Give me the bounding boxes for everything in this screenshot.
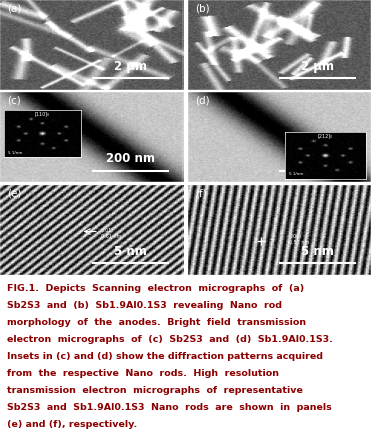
Text: 2 μm: 2 μm: [301, 60, 334, 73]
Text: Sb2S3  and  (b)  Sb1.9Al0.1S3  revealing  Nano  rod: Sb2S3 and (b) Sb1.9Al0.1S3 revealing Nan…: [7, 301, 282, 310]
Text: (b): (b): [195, 3, 210, 14]
Text: FIG.1.  Depicts  Scanning  electron  micrographs  of  (a): FIG.1. Depicts Scanning electron microgr…: [7, 284, 305, 293]
Text: morphology  of  the  anodes.  Bright  field  transmission: morphology of the anodes. Bright field t…: [7, 318, 306, 327]
Text: (e) and (f), respectively.: (e) and (f), respectively.: [7, 420, 138, 429]
Text: 200 nm: 200 nm: [106, 153, 155, 165]
Text: Insets in (c) and (d) show the diffraction patterns acquired: Insets in (c) and (d) show the diffracti…: [7, 352, 324, 361]
Text: (d): (d): [195, 96, 210, 106]
Text: 5 nm: 5 nm: [114, 245, 147, 258]
Text: (f): (f): [195, 188, 207, 198]
Text: transmission  electron  micrographs  of  representative: transmission electron micrographs of rep…: [7, 386, 303, 395]
Text: electron  micrographs  of  (c)  Sb2S3  and  (d)  Sb1.9Al0.1S3.: electron micrographs of (c) Sb2S3 and (d…: [7, 335, 333, 344]
Text: 5 nm: 5 nm: [301, 245, 334, 258]
Text: (201)
0.61 nm: (201) 0.61 nm: [101, 228, 121, 239]
Text: (e): (e): [7, 188, 22, 198]
Text: from  the  respective  Nano  rods.  High  resolution: from the respective Nano rods. High reso…: [7, 369, 279, 378]
Text: Sb2S3  and  Sb1.9Al0.1S3  Nano  rods  are  shown  in  panels: Sb2S3 and Sb1.9Al0.1S3 Nano rods are sho…: [7, 403, 332, 412]
Text: (a): (a): [7, 3, 22, 14]
Text: 200 nm: 200 nm: [293, 153, 342, 165]
Text: (200)
0.57 nm: (200) 0.57 nm: [289, 234, 309, 245]
Text: (c): (c): [7, 96, 21, 106]
Text: 2 μm: 2 μm: [114, 60, 147, 73]
